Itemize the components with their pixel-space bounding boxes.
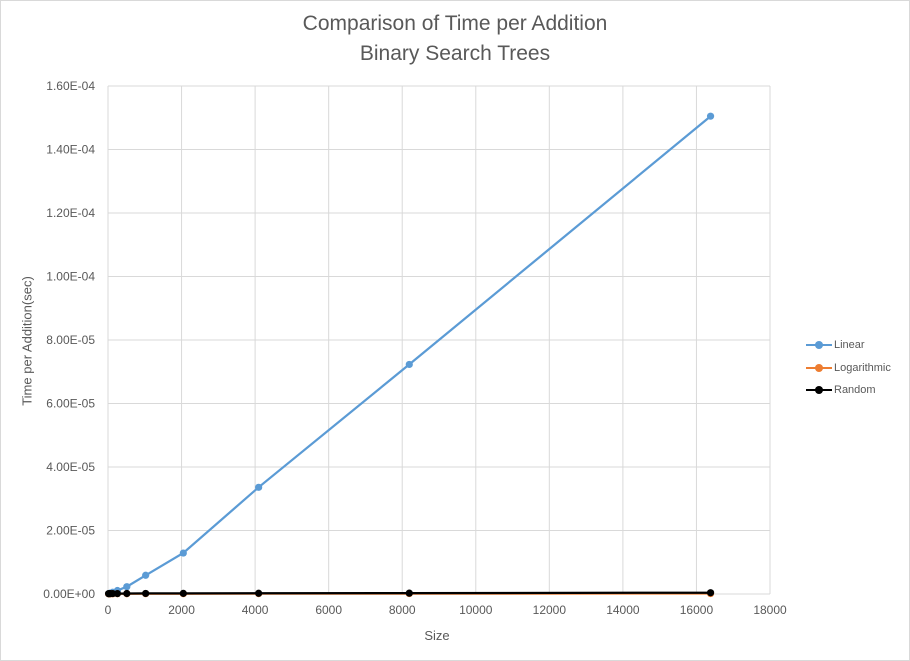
x-tick-label: 16000: [680, 603, 714, 617]
data-point-linear: [706, 112, 715, 120]
y-tick-label: 4.00E-05: [46, 460, 95, 474]
data-point-linear: [179, 549, 187, 557]
data-point-linear: [405, 360, 413, 369]
data-point-random: [123, 589, 131, 598]
y-tick-label: 1.20E-04: [46, 206, 95, 220]
x-axis-ticks: 0 2000 4000 6000 8000 10000 12000 14000 16000 180…: [105, 603, 787, 617]
chart-subtitle: Binary Search Trees: [359, 42, 551, 65]
x-tick-label: 4000: [242, 603, 269, 617]
x-tick-label: 6000: [315, 603, 342, 617]
data-point-linear: [123, 583, 131, 591]
x-tick-label: 10000: [459, 603, 493, 617]
x-tick-label: 8000: [389, 603, 416, 617]
x-axis-label: Size: [424, 628, 450, 643]
chart-title: Comparison of Time per Addition: [302, 12, 608, 35]
y-tick-label: 0.00E+00: [43, 587, 95, 601]
legend-item-random: Random: [806, 379, 891, 402]
legend-swatch-random: [806, 385, 832, 395]
legend-label-random: Random: [834, 384, 876, 397]
legend-item-logarithmic: Logarithmic: [806, 357, 891, 380]
data-point-linear: [255, 483, 263, 491]
x-tick-label: 18000: [753, 603, 787, 617]
x-tick-label: 14000: [606, 603, 640, 617]
x-tick-label: 2000: [168, 603, 195, 617]
series-line-linear: [108, 115, 712, 595]
y-axis-label: Time per Addition(sec): [19, 276, 35, 406]
legend-swatch-linear: [806, 340, 832, 350]
data-point-random: [142, 589, 150, 598]
data-point-random: [113, 589, 122, 598]
y-tick-label: 1.00E-04: [46, 270, 95, 284]
data-point-random: [706, 589, 715, 597]
legend-label-linear: Linear: [834, 339, 865, 352]
y-tick-label: 1.40E-04: [46, 143, 95, 157]
y-axis-ticks: 0.00E+00 2.00E-05 4.00E-05 6.00E-05 8.00E-05…: [43, 79, 95, 601]
data-point-linear: [142, 571, 150, 579]
legend: Linear Logarithmic Random: [806, 334, 891, 402]
x-tick-label: 0: [105, 603, 112, 617]
legend-swatch-logarithmic: [806, 363, 832, 373]
legend-label-logarithmic: Logarithmic: [834, 361, 891, 374]
y-tick-label: 8.00E-05: [46, 333, 95, 347]
x-tick-label: 12000: [533, 603, 567, 617]
y-tick-label: 6.00E-05: [46, 397, 95, 411]
data-point-random: [255, 589, 263, 597]
y-tick-label: 1.60E-04: [46, 79, 95, 93]
data-point-random: [405, 589, 413, 597]
data-point-random: [179, 589, 187, 597]
series-group: [104, 112, 715, 598]
legend-item-linear: Linear: [806, 334, 891, 357]
y-tick-label: 2.00E-05: [46, 524, 95, 538]
